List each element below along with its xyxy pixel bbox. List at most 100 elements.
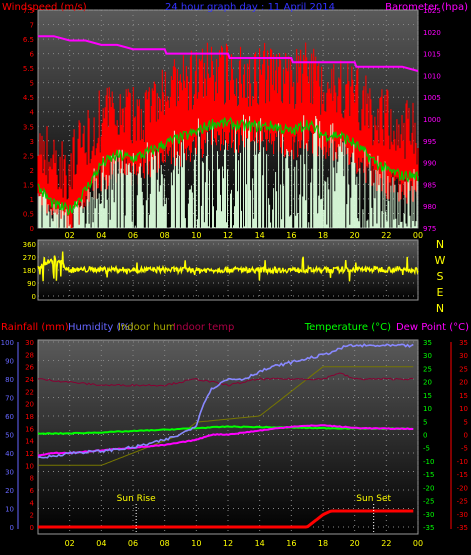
- humidity-tick-label: 40: [5, 450, 14, 458]
- rain-tick-label: 18: [25, 413, 34, 421]
- compass-north-top: N: [436, 238, 444, 251]
- temperature-plot-area: [37, 339, 419, 535]
- temperature-x-tick-label: 06: [128, 539, 138, 548]
- dewpoint-tick-label: 30: [459, 352, 468, 360]
- rain-tick-label: 6: [30, 487, 35, 495]
- temperature-tick-label: 5: [423, 418, 427, 426]
- humidity-series: [37, 343, 414, 459]
- sun-rise-label: Sun Rise: [117, 494, 156, 504]
- humidity-tick-label: 0: [10, 524, 14, 532]
- temperature-x-tick-label: 00: [413, 539, 423, 548]
- humidity-tick-label: 10: [5, 506, 14, 514]
- barometer-tick-label: 980: [423, 203, 436, 211]
- humidity-tick-label: 20: [5, 487, 14, 495]
- rainfall-axis-label: Rainfall (mm): [1, 322, 69, 333]
- humidity-tick-label: 30: [5, 469, 14, 477]
- rain-tick-label: 20: [25, 401, 34, 409]
- humidity-tick-label: 60: [5, 413, 14, 421]
- wind-tick-label: 0: [30, 225, 34, 233]
- temperature-x-tick-label: 14: [255, 539, 265, 548]
- rain-tick-label: 28: [25, 351, 34, 359]
- wind-x-tick-label: 12: [223, 231, 233, 240]
- temperature-tick-label: 10: [423, 405, 432, 413]
- temperature-series: [37, 343, 414, 529]
- direction-series: [37, 251, 419, 282]
- axis-labels: 0 0.5 1 1.5 2 2.5 3 3.5 4 4.5 5 5.5 6 6.5 7 7.5 975 980 98…: [1, 7, 468, 548]
- wind-x-tick-label: 22: [381, 231, 391, 240]
- rain-tick-label: 2: [30, 512, 34, 520]
- wind-tick-label: 5: [30, 80, 34, 88]
- humidity-tick-label: 70: [5, 395, 14, 403]
- temperature-tick-label: -10: [423, 458, 434, 466]
- dewpoint-tick-label: 15: [459, 392, 468, 400]
- barometer-tick-label: 1025: [423, 7, 441, 15]
- temperature-x-tick-label: 04: [96, 539, 106, 548]
- indoor-temperature-series: [37, 372, 414, 387]
- rain-tick-label: 10: [25, 462, 34, 470]
- temperature-tick-label: 20: [423, 379, 432, 387]
- temperature-x-tick-label: 02: [65, 539, 75, 548]
- temperature-x-tick-label: 10: [191, 539, 201, 548]
- barometer-tick-label: 975: [423, 225, 436, 233]
- wind-tick-label: 6.5: [23, 36, 34, 44]
- indoor-hum-label: Indoor hum: [118, 322, 176, 333]
- rain-tick-label: 4: [30, 499, 35, 507]
- compass-north-bottom: N: [436, 302, 444, 315]
- rainfall-series: [38, 509, 414, 529]
- wind-tick-label: 3.5: [23, 123, 34, 131]
- wind-tick-label: 6: [30, 51, 35, 59]
- wind-x-tick-label: 20: [350, 231, 360, 240]
- temperature-tick-label: 0: [423, 432, 427, 440]
- wind-x-tick-label: 06: [128, 231, 138, 240]
- temperature-tick-label: 30: [423, 352, 432, 360]
- dewpoint-tick-label: -30: [457, 511, 468, 519]
- barometer-tick-label: 1000: [423, 116, 441, 124]
- temperature-tick-label: -30: [423, 511, 434, 519]
- temperature-x-tick-label: 22: [381, 539, 391, 548]
- wind-x-tick-label: 10: [191, 231, 201, 240]
- wind-x-tick-label: 14: [255, 231, 265, 240]
- temperature-x-tick-label: 16: [286, 539, 296, 548]
- rain-tick-label: 16: [25, 425, 34, 433]
- temperature-tick-label: -5: [423, 445, 430, 453]
- compass-west: W: [435, 254, 446, 267]
- dewpoint-tick-label: -15: [457, 471, 468, 479]
- wind-low-series: [38, 114, 418, 228]
- barometer-tick-label: 1005: [423, 94, 441, 102]
- dewpoint-tick-label: -10: [457, 458, 468, 466]
- temperature-x-tick-label: 12: [223, 539, 233, 548]
- temperature-tick-label: -20: [423, 484, 434, 492]
- wind-tick-label: 1: [30, 196, 34, 204]
- dewpoint-tick-label: -25: [457, 498, 468, 506]
- humidity-tick-label: 100: [1, 339, 14, 347]
- wind-x-tick-label: 08: [160, 231, 170, 240]
- rain-tick-label: 8: [30, 475, 34, 483]
- wind-speed-series: [37, 42, 419, 228]
- dewpoint-tick-label: -5: [461, 445, 468, 453]
- rain-tick-label: 14: [25, 438, 34, 446]
- rain-tick-label: 22: [25, 388, 34, 396]
- barometer-series: [38, 35, 419, 72]
- rain-tick-label: 12: [25, 450, 34, 458]
- humidity-tick-label: 90: [5, 358, 14, 366]
- wind-tick-label: 3: [30, 138, 34, 146]
- direction-tick-label: 0: [32, 293, 36, 301]
- wind-tick-label: 2: [30, 167, 34, 175]
- rain-tick-label: 26: [25, 364, 34, 372]
- wind-tick-label: 7.5: [23, 7, 34, 15]
- graph-title: 24 hour graph day : 11 April 2014: [165, 2, 335, 13]
- wind-tick-label: 0.5: [23, 210, 34, 218]
- wind-x-tick-label: 00: [413, 231, 423, 240]
- humidity-tick-label: 80: [5, 376, 14, 384]
- wind-x-tick-label: 18: [318, 231, 328, 240]
- barometer-tick-label: 990: [423, 160, 436, 168]
- barometer-tick-label: 1015: [423, 51, 441, 59]
- indoor-humidity-series: [38, 366, 414, 466]
- dewpoint-tick-label: 20: [459, 379, 468, 387]
- dewpoint-tick-label: 35: [459, 339, 468, 347]
- barometer-tick-label: 995: [423, 138, 436, 146]
- dewpoint-tick-label: 10: [459, 405, 468, 413]
- wind-x-tick-label: 04: [96, 231, 106, 240]
- dewpoint-tick-label: -20: [457, 484, 468, 492]
